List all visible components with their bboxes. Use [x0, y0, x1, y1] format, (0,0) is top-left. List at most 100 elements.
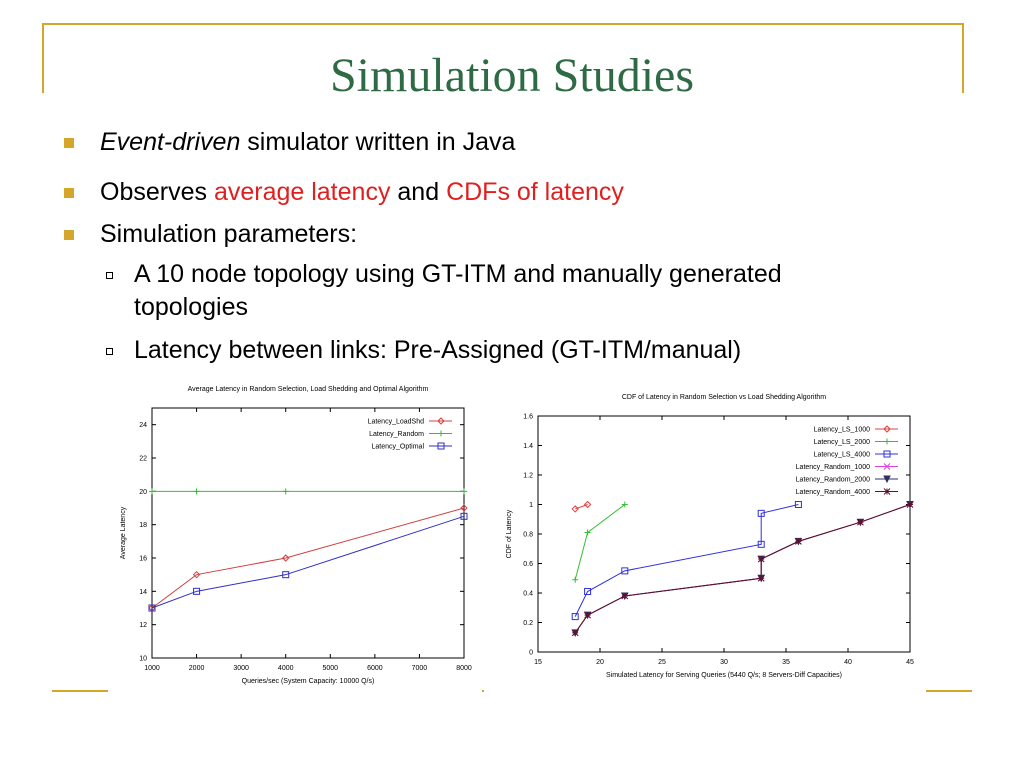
legend-marker	[883, 463, 891, 470]
legend-label: Latency_LS_1000	[814, 427, 871, 434]
average-latency-chart: Average Latency in Random Selection, Loa…	[108, 380, 482, 698]
x-tick-label: 25	[658, 659, 666, 666]
frame-top-rule	[42, 23, 964, 25]
legend-marker	[883, 488, 891, 495]
bottom-rule-mid	[478, 690, 486, 692]
bullet-square-icon	[64, 188, 74, 198]
data-point-marker	[148, 604, 156, 612]
data-point-marker	[757, 555, 765, 563]
data-point-marker	[460, 512, 468, 520]
chart-title: Average Latency in Random Selection, Loa…	[188, 386, 429, 393]
x-tick-label: 15	[534, 659, 542, 666]
hollow-square-bullet-icon	[106, 348, 113, 355]
bullet-observes: Observes average latency and CDFs of lat…	[64, 176, 624, 209]
legend-label: Latency_Random_4000	[796, 489, 870, 496]
legend-label: Latency_Random_2000	[796, 477, 870, 484]
y-tick-label: 0.2	[523, 620, 533, 627]
data-point-marker	[584, 588, 592, 596]
y-tick-label: 16	[139, 556, 147, 563]
sub-bullet-latency: Latency between links: Pre-Assigned (GT-…	[106, 334, 906, 367]
data-point-marker	[857, 518, 864, 526]
bottom-rule-left	[52, 690, 120, 692]
data-point-marker	[282, 571, 290, 579]
data-point-marker	[584, 611, 591, 619]
x-tick-label: 20	[596, 659, 604, 666]
y-tick-label: 0	[529, 650, 533, 657]
x-tick-label: 5000	[322, 665, 338, 672]
y-tick-label: 18	[139, 522, 147, 529]
x-tick-label: 2000	[189, 665, 205, 672]
data-point-marker	[192, 570, 201, 579]
y-axis-label: Average Latency	[120, 506, 127, 559]
legend-label: Latency_Optimal	[371, 444, 424, 451]
chart-background	[484, 385, 926, 698]
legend-label: Latency_LS_2000	[814, 439, 871, 446]
y-tick-label: 0.8	[523, 532, 533, 539]
data-point-marker	[906, 501, 914, 508]
y-tick-label: 22	[139, 456, 147, 463]
data-point-marker	[460, 504, 468, 512]
bullet-square-icon	[64, 230, 74, 240]
bullet-square-icon	[64, 138, 74, 148]
x-tick-label: 30	[720, 659, 728, 666]
legend-marker	[437, 417, 445, 425]
data-point-marker	[571, 505, 579, 513]
legend-marker	[883, 425, 891, 433]
data-point-marker	[757, 574, 765, 582]
data-point-marker	[282, 554, 290, 562]
legend-label: Latency_Random_1000	[796, 464, 870, 471]
y-axis-label: CDF of Latency	[506, 509, 513, 558]
slide-title: Simulation Studies	[329, 49, 695, 102]
x-tick-label: 6000	[367, 665, 383, 672]
series-line	[151, 515, 465, 609]
x-tick-label: 1000	[144, 665, 160, 672]
x-tick-label: 7000	[412, 665, 428, 672]
sub-bullet-text: A 10 node topology using GT-ITM and manu…	[134, 258, 782, 324]
y-tick-label: 12	[139, 622, 147, 629]
y-tick-label: 14	[139, 589, 147, 596]
data-point-marker	[621, 592, 629, 600]
y-tick-label: 1.6	[523, 414, 533, 421]
y-tick-label: 1	[529, 502, 533, 509]
series-line	[574, 504, 799, 617]
legend-label: Latency_LS_4000	[814, 452, 871, 459]
y-tick-label: 1.2	[523, 473, 533, 480]
frame-left-rule	[42, 23, 44, 93]
bullet-rest: simulator written in Java	[240, 128, 516, 156]
legend-marker	[437, 442, 445, 450]
bullet-prefix: Observes	[100, 178, 214, 206]
sub-bullet-text: Latency between links: Pre-Assigned (GT-…	[134, 336, 742, 364]
data-point-marker	[461, 488, 467, 495]
cdf-latency-chart: CDF of Latency in Random Selection vs Lo…	[484, 385, 926, 698]
bullet-mid: and	[390, 178, 447, 206]
chart-background	[108, 380, 482, 698]
plot-frame	[151, 407, 465, 659]
data-point-marker	[583, 500, 592, 509]
data-point-marker	[757, 509, 765, 517]
y-tick-label: 10	[139, 656, 147, 663]
y-tick-label: 1.4	[523, 443, 533, 450]
bullet-event-driven: Event-driven simulator written in Java	[64, 126, 515, 159]
data-point-marker	[794, 501, 802, 508]
legend-label: Latency_LoadShd	[368, 419, 425, 426]
x-tick-label: 40	[844, 659, 852, 666]
data-point-marker	[621, 567, 629, 575]
sub-line-2: topologies	[134, 293, 248, 321]
bullet-text: Event-driven simulator written in Java	[100, 126, 515, 159]
data-point-marker	[621, 501, 628, 508]
bottom-rule-right	[920, 690, 972, 692]
x-tick-label: 4000	[278, 665, 294, 672]
italic-term: Event-driven	[100, 128, 241, 156]
sub-bullet-topology: A 10 node topology using GT-ITM and manu…	[106, 258, 906, 324]
x-tick-label: 8000	[456, 665, 472, 672]
highlight-average-latency: average latency	[213, 178, 391, 206]
legend-marker	[883, 475, 891, 484]
series-line	[574, 504, 911, 634]
data-point-marker	[572, 576, 579, 583]
data-point-marker	[571, 613, 579, 621]
legend-label: Latency_Random	[369, 431, 424, 438]
bullet-text: Simulation parameters:	[100, 220, 358, 248]
data-point-marker	[149, 488, 155, 495]
sub-line-1: A 10 node topology using GT-ITM and manu…	[134, 260, 782, 288]
frame-right-rule	[962, 23, 964, 93]
